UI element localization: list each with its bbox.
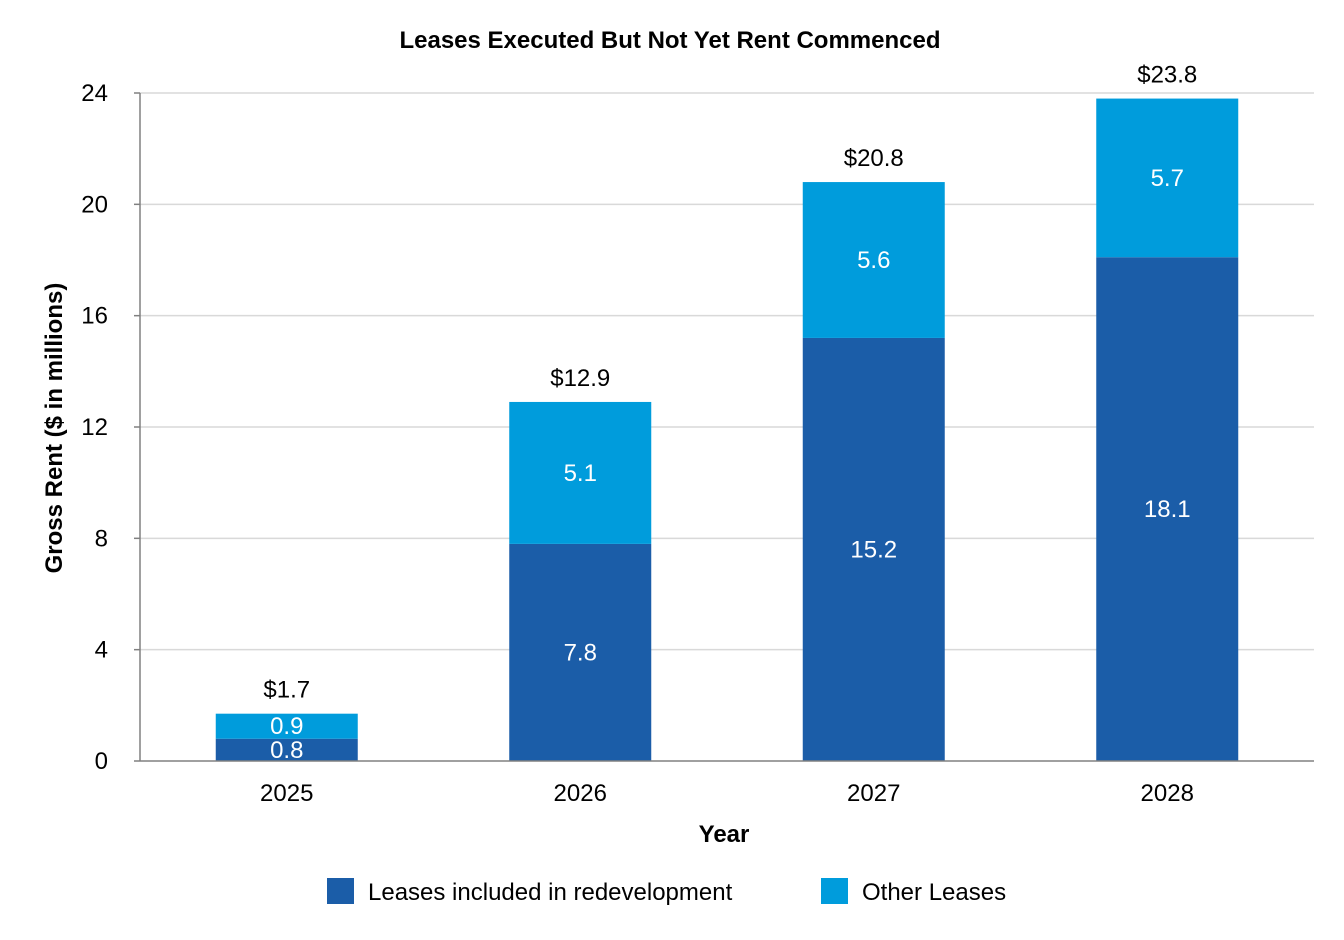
total-label-2028: $23.8	[1137, 62, 1197, 89]
bar-redevelopment-2026-label: 7.8	[564, 639, 597, 666]
total-label-2026: $12.9	[550, 365, 610, 392]
y-tick-label: 24	[81, 80, 108, 107]
bar-redevelopment-2027-label: 15.2	[850, 536, 897, 563]
legend-swatch-other-leases	[821, 878, 848, 904]
y-tick-label: 4	[95, 637, 108, 664]
y-axis-title: Gross Rent ($ in millions)	[41, 283, 68, 574]
legend: Leases included in redevelopment Other L…	[327, 878, 1006, 906]
bar-redevelopment-2028-label: 18.1	[1144, 496, 1191, 523]
bar-redevelopment-2028	[1096, 257, 1239, 761]
bar-other-leases-2027	[802, 182, 945, 338]
x-tick-label-2025: 2025	[260, 780, 313, 807]
total-label-2025: $1.7	[263, 677, 310, 704]
bar-redevelopment-2025	[215, 738, 358, 761]
y-tick-label: 20	[81, 191, 108, 218]
x-tick-label-2026: 2026	[554, 780, 607, 807]
bar-other-leases-2026-label: 5.1	[564, 460, 597, 487]
x-axis-title: Year	[699, 821, 750, 848]
y-tick-label: 8	[95, 525, 108, 552]
bar-other-leases-2025	[215, 713, 358, 739]
x-tick-label-2027: 2027	[847, 780, 900, 807]
x-axis-ticks: 2025 2026 2027 2028	[260, 780, 1194, 807]
bar-other-leases-2027-label: 5.6	[857, 247, 890, 274]
bar-other-leases-2028-label: 5.7	[1151, 165, 1184, 192]
chart-title: Leases Executed But Not Yet Rent Commenc…	[399, 27, 940, 54]
legend-swatch-redevelopment	[327, 878, 354, 904]
bar-redevelopment-2026	[509, 543, 652, 761]
bar-redevelopment-2025-label: 0.8	[270, 737, 303, 764]
bar-other-leases-2028	[1096, 98, 1239, 258]
y-tick-label: 16	[81, 303, 108, 330]
bars: 0.80.9 $1.7 7.8 5.1 $12.9 15.2 5.6 $20.8 18.1 5.7…	[215, 62, 1239, 764]
legend-label-other-leases: Other Leases	[862, 879, 1006, 906]
y-tick-label: 12	[81, 414, 108, 441]
bar-other-leases-2025-label: 0.9	[270, 713, 303, 740]
y-axis-ticks: 0 4 8 12 16 20 24	[81, 80, 140, 775]
x-tick-label-2028: 2028	[1141, 780, 1194, 807]
bar-redevelopment-2027	[802, 337, 945, 761]
legend-label-redevelopment: Leases included in redevelopment	[368, 879, 733, 906]
total-label-2027: $20.8	[844, 145, 904, 172]
bar-other-leases-2026	[509, 401, 652, 544]
y-tick-label: 0	[95, 748, 108, 775]
